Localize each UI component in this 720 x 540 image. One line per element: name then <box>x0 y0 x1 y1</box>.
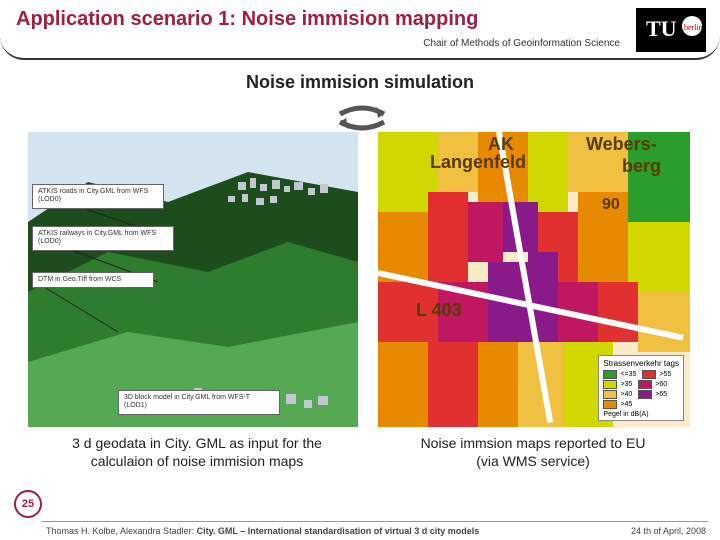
slide-title: Application scenario 1: Noise immision m… <box>16 8 478 31</box>
legend-item: <=35 <box>603 370 636 379</box>
legend-item: >55 <box>642 370 671 379</box>
anno-roads: ATKIS roads in City.GML from WFS (LOD0) <box>32 184 164 209</box>
anno-block: 3D block model in City.GML from WFS-T (L… <box>118 390 280 415</box>
right-caption: Noise immsion maps reported to EU (via W… <box>408 434 658 470</box>
footer-divider <box>42 521 708 522</box>
footer-date: 24 th of April, 2008 <box>631 526 706 536</box>
svg-text:TU: TU <box>646 16 677 41</box>
legend-label: >35 <box>620 381 632 388</box>
legend-swatch <box>638 390 652 399</box>
section-title: Noise immision simulation <box>0 72 720 93</box>
legend-item: >40 <box>603 390 632 399</box>
legend-item: >60 <box>638 380 667 389</box>
cycle-arrows-icon <box>332 100 392 136</box>
tu-berlin-logo: TU berlin <box>636 8 706 52</box>
legend-swatch <box>603 370 617 379</box>
legend-swatch <box>603 400 617 409</box>
page-number: 25 <box>14 490 42 518</box>
place-berg: berg <box>622 156 661 177</box>
legend-label: >45 <box>620 401 632 408</box>
noise-cell <box>428 342 478 427</box>
legend-swatch <box>638 380 652 389</box>
legend: Strassenverkehr tags <=35 >55 >35 >60 >40 >65… <box>598 355 684 421</box>
chair-label: Chair of Methods of Geoinformation Scien… <box>423 38 620 49</box>
anno-rail: ATKIS railways in City.GML from WFS (LOD… <box>32 226 174 251</box>
anno-dtm: DTM in Geo.Tiff from WCS <box>32 272 154 288</box>
noise-cell <box>378 342 428 427</box>
legend-label: >40 <box>620 391 632 398</box>
noise-cell <box>478 342 518 427</box>
legend-swatch <box>642 370 656 379</box>
legend-label: <=35 <box>620 371 636 378</box>
legend-item: >45 <box>603 400 632 409</box>
footer-text: Thomas H. Kolbe, Alexandra Stadler: City… <box>46 526 479 536</box>
legend-item: >65 <box>638 390 667 399</box>
place-l403: L 403 <box>416 300 462 321</box>
legend-label: >60 <box>655 381 667 388</box>
legend-label: >55 <box>659 371 671 378</box>
place-langenfeld: Langenfeld <box>430 152 526 173</box>
legend-item: >35 <box>603 380 632 389</box>
noise-cell <box>468 202 503 262</box>
legend-title: Strassenverkehr tags <box>603 359 679 368</box>
legend-footer: Pegel in dB(A) <box>603 411 679 418</box>
noise-cell <box>638 292 690 352</box>
svg-text:berlin: berlin <box>684 23 703 32</box>
legend-swatch <box>603 390 617 399</box>
place-90: 90 <box>602 196 620 214</box>
noise-cell <box>528 132 568 212</box>
noise-cell <box>428 192 468 282</box>
legend-label: >65 <box>655 391 667 398</box>
right-figure: AK Langenfeld Webers- berg 90 L 403 Stra… <box>378 132 690 427</box>
footer-authors: Thomas H. Kolbe, Alexandra Stadler: <box>46 526 194 536</box>
left-figure: ATKIS roads in City.GML from WFS (LOD0) … <box>28 132 358 427</box>
place-webers: Webers- <box>586 134 657 155</box>
footer-talk: City. GML – International standardisatio… <box>197 526 480 536</box>
legend-swatch <box>603 380 617 389</box>
left-caption: 3 d geodata in City. GML as input for th… <box>52 434 342 470</box>
noise-cell <box>598 282 638 342</box>
